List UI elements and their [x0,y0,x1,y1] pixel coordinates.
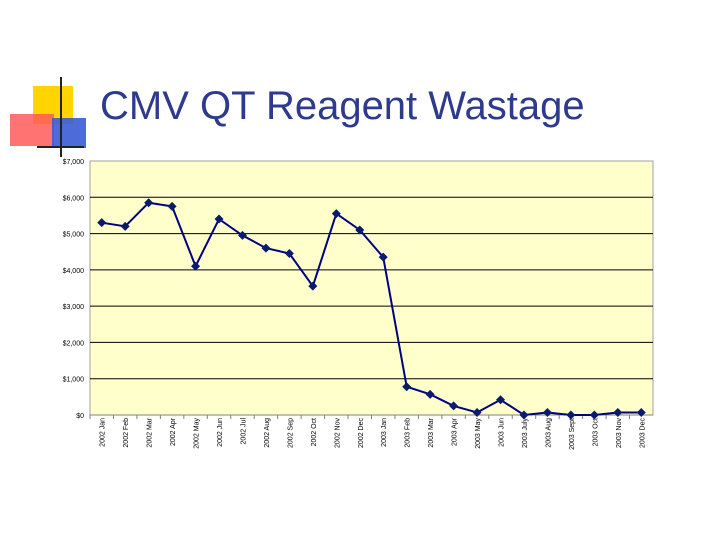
data-point [472,407,482,417]
data-point [308,281,318,291]
data-point [97,218,107,228]
data-point [378,252,388,262]
data-point [191,261,201,271]
x-tick-label: 2003 Feb [405,418,412,448]
data-point [237,230,247,240]
data-point [425,389,435,399]
y-tick-label: $3,000 [63,304,85,311]
x-tick-label: 2002 Sep [287,418,294,448]
x-tick-label: 2002 Oct [311,418,318,446]
x-tick-label: 2002 Apr [170,417,177,446]
y-tick-label: $4,000 [63,268,85,275]
data-point [542,407,552,417]
x-tick-label: 2002 Feb [123,418,130,448]
y-tick-label: $7,000 [63,159,85,166]
data-point [636,407,646,417]
data-point [284,249,294,259]
data-point [167,201,177,211]
data-point [144,198,154,208]
x-tick-label: 2002 Jul [240,418,247,445]
x-tick-label: 2003 Sept [569,418,576,450]
x-tick-label: 2002 Aug [264,418,271,448]
decor-horizontal-line [37,146,84,148]
data-point [613,407,623,417]
decor-blue-square [52,118,86,148]
x-tick-label: 2003 July [522,418,529,448]
plot-area [89,160,654,416]
x-tick-label: 2003 Jan [381,418,388,447]
data-point [355,225,365,235]
data-point [566,410,576,420]
x-tick-label: 2002 Nov [334,418,341,448]
data-point [120,221,130,231]
data-point [402,382,412,392]
x-tick-label: 2003 May [475,418,482,449]
x-tick-label: 2003 Mar [428,417,435,447]
data-point [519,410,529,420]
y-tick-label: $6,000 [63,195,85,202]
decor-red-square [10,114,54,146]
x-tick-label: 2003 Aug [545,418,552,448]
data-point [331,209,341,219]
x-tick-label: 2002 Mar [147,417,154,447]
data-point [449,401,459,411]
slide-title: CMV QT Reagent Wastage [100,84,585,128]
y-tick-label: $2,000 [63,340,85,347]
x-tick-label: 2002 Jan [100,418,107,447]
y-tick-label: $5,000 [63,232,85,239]
data-point [496,395,506,405]
x-tick-label: 2002 Dec [358,418,365,448]
data-point [214,214,224,224]
data-point [589,410,599,420]
x-tick-label: 2002 Jun [217,418,224,447]
x-tick-label: 2003 Jun [499,418,506,447]
x-tick-label: 2003 Apr [452,417,459,446]
data-point [261,243,271,253]
decor-vertical-line [60,77,62,157]
x-tick-label: 2003 Nov [616,418,623,448]
y-tick-label: $0 [76,413,84,420]
x-tick-label: 2003 Dec [639,418,646,448]
x-tick-label: 2003 Oct [592,418,599,446]
x-tick-label: 2002 May [194,418,201,449]
y-tick-label: $1,000 [63,377,85,384]
